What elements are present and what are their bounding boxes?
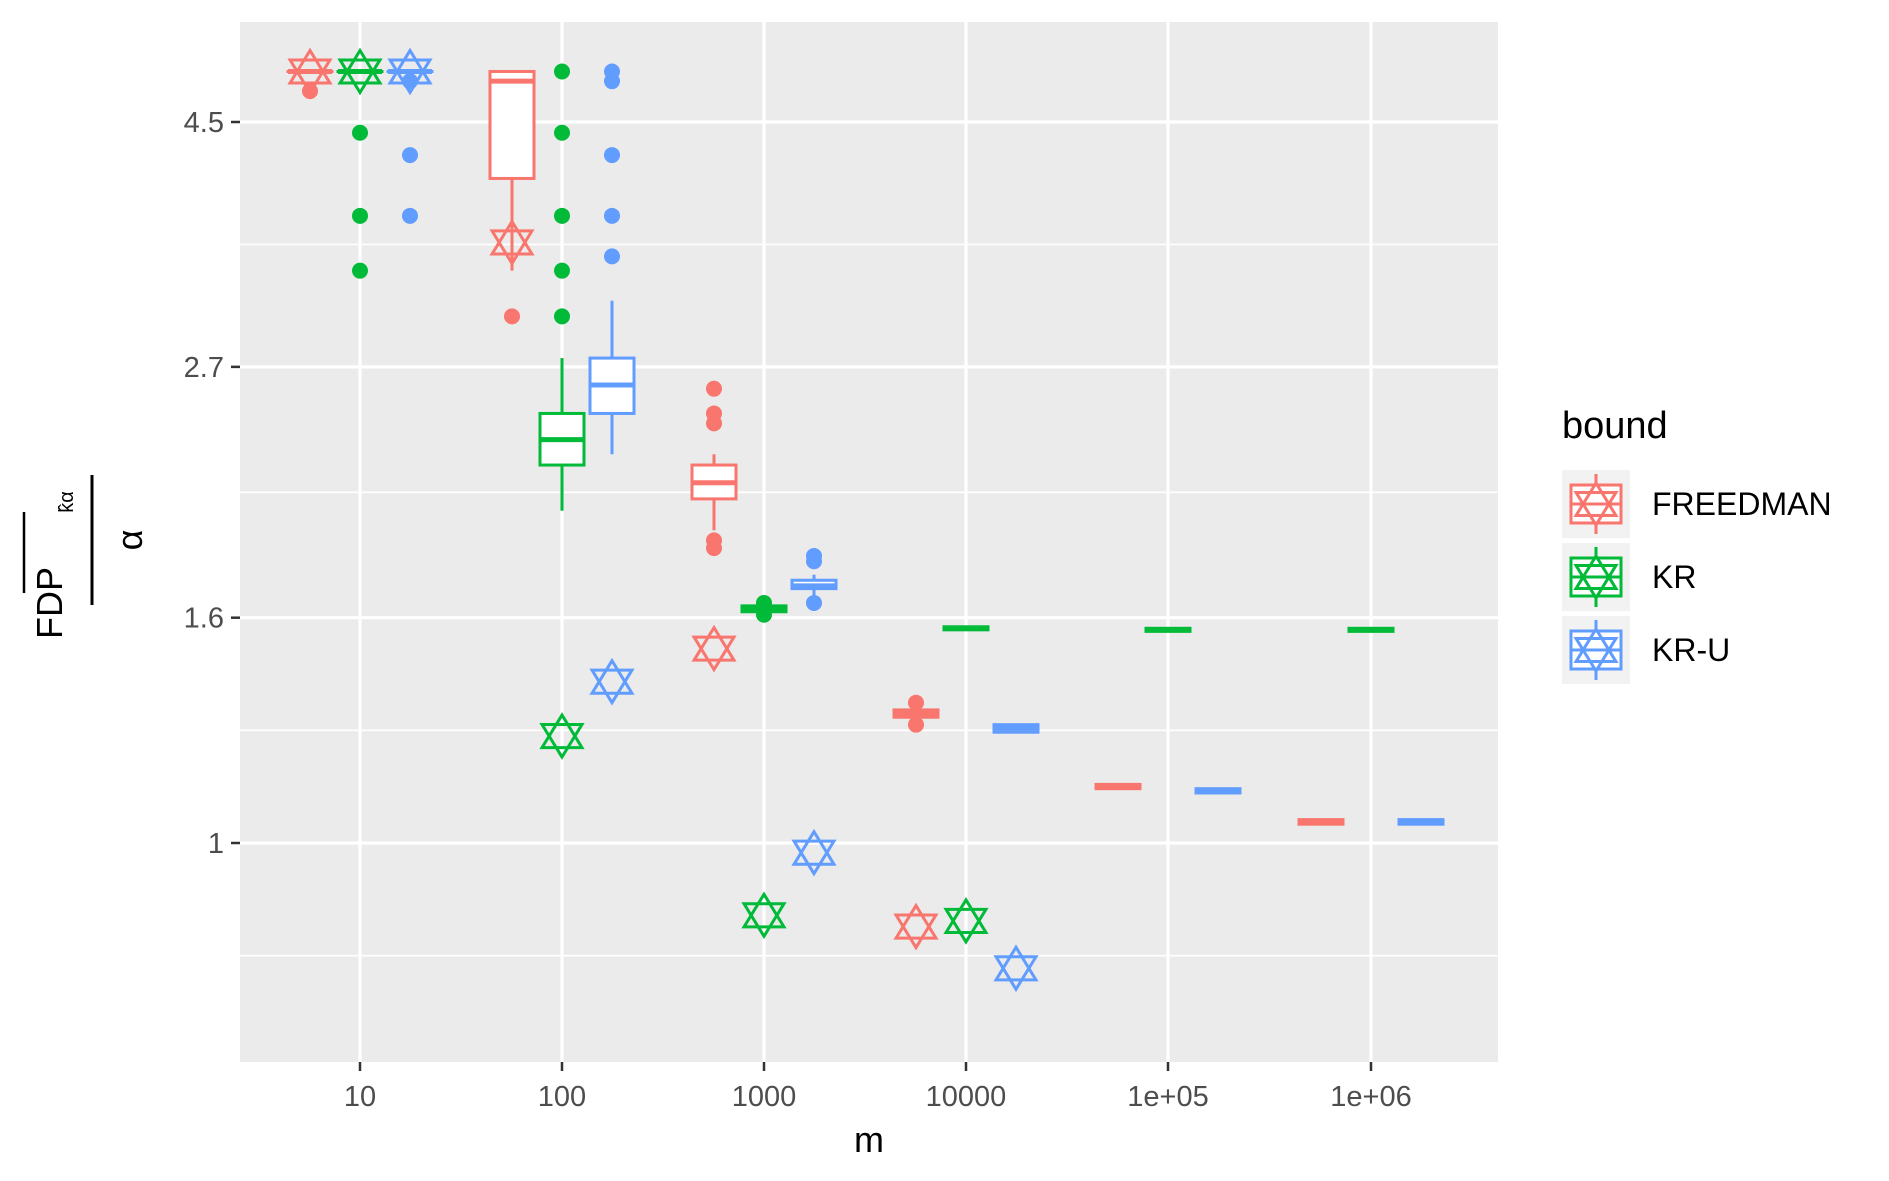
- outlier-point: [402, 207, 418, 224]
- x-axis-ticks: 10 100 1000 10000 1e+05 1e+06: [344, 1062, 1412, 1113]
- outlier-point: [352, 124, 368, 141]
- outlier-point: [706, 532, 722, 549]
- star-marker-kr-u: [993, 944, 1039, 993]
- box-kr-m100000: [1144, 626, 1192, 633]
- legend-key-star: [1573, 553, 1619, 601]
- legend: bound FREEDMAN KR KR-U: [1562, 405, 1832, 684]
- legend-key-star: [1573, 626, 1619, 674]
- outlier-point: [604, 248, 620, 265]
- y-axis-ticks: 1 1.6 2.7 4.5: [184, 107, 240, 860]
- outlier-point: [604, 207, 620, 224]
- box-freedman-m100: [488, 69, 536, 325]
- box-kr-m100: [538, 63, 586, 760]
- star-marker-freedman: [691, 624, 737, 673]
- legend-entry-kr-u: KR-U: [1562, 616, 1730, 684]
- star-marker-kr-u: [387, 47, 433, 96]
- box-freedman-m100000: [1094, 782, 1142, 791]
- outlier-point: [604, 63, 620, 80]
- star-marker-kr: [539, 712, 585, 760]
- x-tick-label: 1000: [732, 1081, 797, 1113]
- legend-entry-kr: KR: [1562, 543, 1696, 611]
- y-axis-title-subscript: k̂α: [56, 491, 78, 513]
- legend-label: FREEDMAN: [1652, 486, 1832, 522]
- outlier-point: [504, 308, 520, 325]
- x-tick-label: 10000: [926, 1081, 1007, 1113]
- y-tick-label: 1.6: [184, 603, 224, 635]
- y-tick-label: 2.7: [184, 352, 224, 384]
- box-freedman-m1000: [690, 380, 738, 673]
- outlier-point: [554, 308, 570, 325]
- star-marker-kr: [741, 891, 787, 940]
- box-iqr: [488, 69, 536, 180]
- box-kr-m10000: [942, 625, 990, 945]
- legend-entry-freedman: FREEDMAN: [1562, 470, 1832, 538]
- outlier-point: [908, 694, 924, 711]
- legend-label: KR: [1652, 559, 1696, 595]
- outlier-point: [554, 124, 570, 141]
- box-kr-m10: [336, 47, 384, 279]
- box-kr-m1000: [740, 594, 788, 940]
- outlier-point: [554, 63, 570, 80]
- star-marker-freedman: [287, 47, 333, 96]
- outlier-point: [806, 594, 822, 611]
- box-freedman-m1000000: [1297, 818, 1345, 826]
- box-kr-u-m100000: [1194, 787, 1242, 795]
- x-tick-label: 1e+06: [1330, 1081, 1411, 1113]
- x-tick-label: 1e+05: [1127, 1081, 1208, 1113]
- legend-title: bound: [1562, 405, 1668, 447]
- outlier-point: [554, 262, 570, 279]
- box-kr-u-m1000000: [1397, 818, 1445, 826]
- box-kr-u-m10: [386, 47, 434, 224]
- outlier-point: [352, 262, 368, 279]
- box-freedman-m10000: [892, 694, 940, 951]
- x-tick-label: 10: [344, 1081, 376, 1113]
- box-kr-m1000000: [1347, 626, 1395, 633]
- outlier-point: [756, 594, 772, 611]
- x-axis-title: m: [854, 1119, 884, 1160]
- box-kr-u-m1000: [790, 547, 838, 877]
- chart-marks: [286, 47, 1445, 993]
- box-freedman-m10: [286, 47, 334, 100]
- plot-panel: [240, 22, 1498, 1062]
- star-marker-kr-u: [589, 657, 635, 706]
- y-tick-label: 4.5: [184, 107, 224, 139]
- y-axis-title-denominator: α: [109, 530, 150, 551]
- grid-major: [240, 22, 1498, 1062]
- outlier-point: [756, 606, 772, 623]
- outlier-point: [908, 716, 924, 733]
- y-axis-title-numerator: FDP: [29, 567, 70, 639]
- x-tick-label: 100: [538, 1081, 586, 1113]
- grid-minor: [240, 243, 1498, 957]
- star-marker-kr: [337, 47, 383, 96]
- outlier-point: [352, 207, 368, 224]
- outlier-point: [604, 147, 620, 164]
- y-axis-title: FDP k̂α α: [22, 475, 150, 639]
- outlier-point: [402, 147, 418, 164]
- legend-label: KR-U: [1652, 632, 1730, 668]
- box-kr-u-m10000: [992, 723, 1040, 993]
- star-marker-kr-u: [791, 828, 837, 877]
- star-marker-kr: [943, 897, 989, 945]
- star-marker-freedman: [893, 902, 939, 951]
- outlier-point: [806, 547, 822, 564]
- legend-key-star: [1573, 480, 1619, 528]
- legend-keys: FREEDMAN KR KR-U: [1562, 470, 1832, 684]
- outlier-point: [554, 207, 570, 224]
- outlier-point: [706, 405, 722, 422]
- y-tick-label: 1: [208, 828, 224, 860]
- box-kr-u-m100: [588, 63, 636, 706]
- outlier-point: [706, 380, 722, 397]
- star-marker-freedman: [489, 218, 535, 267]
